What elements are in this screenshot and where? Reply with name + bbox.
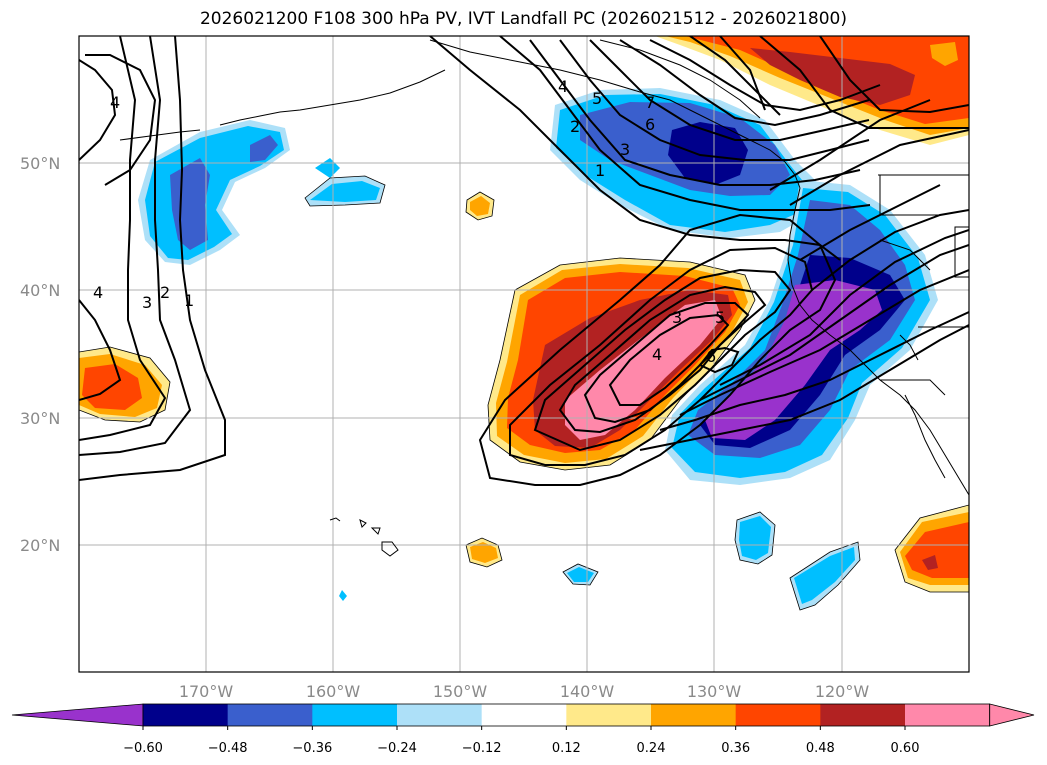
colorbar-segment [143, 704, 229, 726]
colorbar-extend-min [11, 703, 144, 727]
anomaly-negative-east [665, 180, 938, 485]
longitude-labels: 170°W 160°W 150°W 140°W 130°W 120°W [179, 682, 870, 701]
contour-label: 5 [592, 89, 602, 108]
colorbar-tick-label: 0.12 [552, 741, 581, 756]
latitude-labels: 50°N 40°N 30°N 20°N [20, 154, 60, 555]
lon-label: 120°W [815, 682, 870, 701]
colorbar-segment [735, 704, 821, 726]
contour-label: 3 [142, 293, 152, 312]
shading-outlines [79, 175, 969, 611]
colorbar-tick-label: −0.24 [377, 741, 417, 756]
colorbar-tick-label: 0.60 [891, 741, 920, 756]
colorbar-segment [820, 704, 906, 726]
colorbar-segment [566, 704, 652, 726]
colorbar-segment [227, 704, 313, 726]
colorbar-segment [312, 704, 398, 726]
contour-labels: 4 4 3 2 1 4 5 7 6 2 3 1 3 5 4 6 [93, 77, 725, 366]
contour-label: 4 [93, 283, 103, 302]
colorbar-tick-label: −0.36 [292, 741, 332, 756]
contour-label: 3 [672, 308, 682, 327]
contour-label: 5 [715, 308, 725, 327]
map-panel: 4 4 3 2 1 4 5 7 6 2 3 1 3 5 4 6 [79, 36, 969, 672]
lat-label: 20°N [20, 536, 60, 555]
colorbar-segment [397, 704, 483, 726]
lon-label: 140°W [560, 682, 615, 701]
colorbar-tick-label: −0.12 [462, 741, 502, 756]
contour-label: 6 [645, 115, 655, 134]
contour-label: 1 [184, 291, 194, 310]
contour-label: 7 [645, 93, 655, 112]
lat-label: 30°N [20, 409, 60, 428]
map-title: 2026021200 F108 300 hPa PV, IVT Landfall… [199, 9, 847, 29]
contour-label: 4 [110, 93, 120, 112]
lat-label: 50°N [20, 154, 60, 173]
colorbar-tick-label: 0.24 [637, 741, 666, 756]
pv-contours [79, 36, 969, 486]
contour-label: 1 [595, 161, 605, 180]
contour-label: 2 [570, 117, 580, 136]
colorbar-tick-label: −0.60 [123, 741, 163, 756]
contour-label: 3 [620, 140, 630, 159]
coastlines [119, 39, 969, 557]
contour-label: 2 [160, 283, 170, 302]
lon-label: 150°W [433, 682, 488, 701]
contour-label: 6 [706, 347, 716, 366]
colorbar-segment [651, 704, 737, 726]
anomaly-positive-west [79, 347, 170, 422]
map-frame [78, 35, 970, 673]
lat-label: 40°N [20, 281, 60, 300]
contour-label: 4 [558, 77, 568, 96]
colorbar-tick-label: −0.48 [208, 741, 248, 756]
colorbar-tick-label: 0.48 [806, 741, 835, 756]
anomaly-small-patches [339, 192, 969, 610]
colorbar: −0.60 −0.48 −0.36 −0.24 −0.12 0.12 0.24 0.36 0.4… [11, 703, 1035, 756]
colorbar-extend-max [989, 703, 1035, 727]
colorbar-segment [481, 704, 567, 726]
lon-label: 170°W [179, 682, 234, 701]
contour-label: 4 [652, 345, 662, 364]
colorbar-tick-label: 0.36 [721, 741, 750, 756]
anomaly-positive-center [488, 258, 755, 470]
lon-label: 130°W [687, 682, 742, 701]
colorbar-segment [905, 704, 991, 726]
lon-label: 160°W [306, 682, 361, 701]
